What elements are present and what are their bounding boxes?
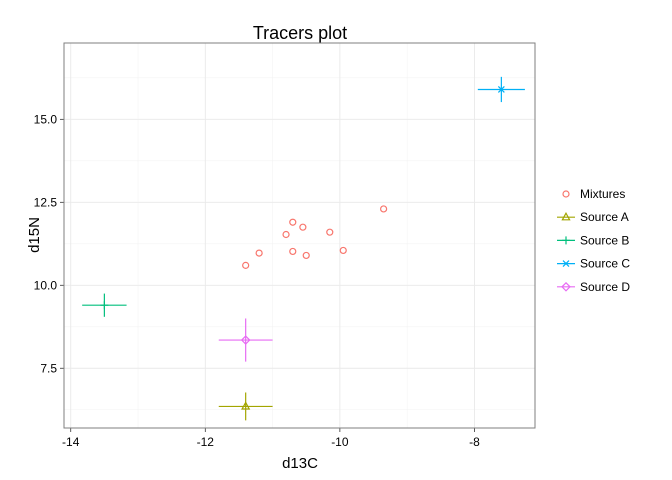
chart-title: Tracers plot (253, 23, 347, 43)
legend-label: Source A (580, 210, 629, 224)
x-tick-label: -10 (331, 435, 349, 449)
source-series (218, 318, 273, 362)
mixture-point (302, 251, 310, 260)
source-point (241, 401, 251, 410)
mixture-point (326, 228, 334, 236)
mixture-point (380, 205, 388, 213)
y-tick-label: 12.5 (34, 195, 58, 209)
mixture-point (289, 247, 297, 256)
mixture-point (339, 246, 347, 255)
legend-label: Source B (580, 233, 629, 247)
axes: -14 -12 -10 -8 7.5 10.0 12.5 15.0 (34, 112, 480, 449)
source-point (497, 86, 505, 93)
legend: Mixtures Source A Source B Source C Source D (557, 184, 630, 297)
legend-entry: Source A (557, 207, 629, 228)
mixture-point (242, 261, 250, 269)
x-tick-label: -12 (197, 435, 215, 449)
source-series (477, 76, 525, 103)
legend-entry: Source C (557, 253, 630, 274)
legend-key-marker (561, 281, 571, 292)
legend-key-marker (562, 260, 570, 268)
source-point (240, 335, 251, 345)
source-series (82, 293, 127, 317)
mixture-point (255, 249, 263, 257)
mixtures-series (242, 205, 388, 269)
x-tick-label: -14 (62, 435, 80, 449)
y-tick-label: 10.0 (34, 278, 58, 292)
y-axis-title: d15N (26, 217, 43, 253)
x-tick-label: -8 (469, 435, 480, 449)
panel-border (63, 42, 536, 429)
panel-background (64, 43, 535, 428)
plot-area: -14 -12 -10 -8 7.5 10.0 12.5 15.0 (34, 42, 536, 449)
legend-entry: Mixtures (557, 184, 625, 204)
gridlines (64, 43, 535, 428)
legend-entry: Source B (557, 230, 629, 251)
legend-key-background (557, 184, 575, 204)
legend-entry: Source D (557, 276, 630, 297)
legend-key-marker (562, 190, 570, 198)
mixture-point (299, 223, 307, 231)
x-axis-title: d13C (282, 455, 318, 472)
y-tick-label: 15.0 (34, 112, 58, 126)
legend-label: Source C (580, 257, 630, 271)
source-point (100, 301, 109, 310)
source-series (218, 392, 273, 421)
legend-label: Mixtures (580, 187, 625, 201)
mixture-point (289, 218, 297, 226)
legend-key-marker (561, 211, 571, 221)
legend-key-marker (562, 236, 570, 245)
legend-label: Source D (580, 280, 630, 294)
mixture-point (282, 230, 290, 239)
y-tick-label: 7.5 (40, 361, 57, 375)
